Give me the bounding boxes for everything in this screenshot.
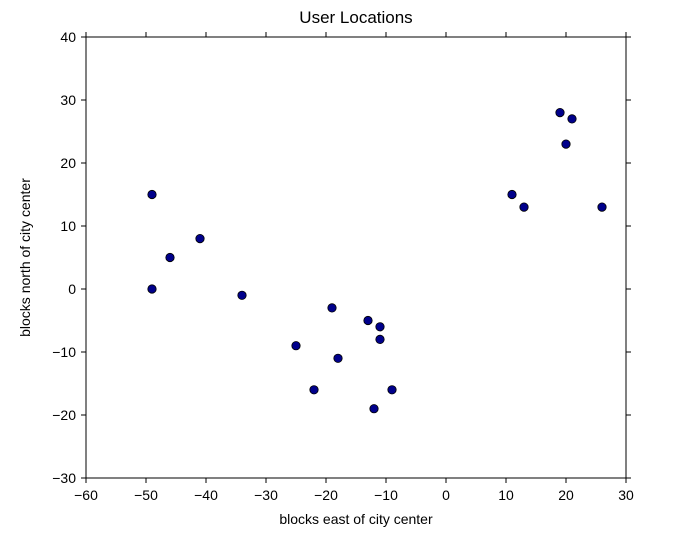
data-point [556,108,564,116]
chart-svg: −60 −50 −40 −30 −20 −10 0 10 20 30 −30 −20 −10 0 10 20 3… [0,0,691,544]
y-tick-label: −20 [52,407,76,423]
y-tick-label: 10 [60,218,76,234]
x-tick-label: 30 [618,487,634,503]
data-point [334,354,342,362]
x-axis-label: blocks east of city center [279,511,433,527]
data-point [328,304,336,312]
x-tick-label: 20 [558,487,574,503]
x-tick-label: 10 [498,487,514,503]
x-tick-label: −60 [74,487,98,503]
y-axis-label: blocks north of city center [17,178,33,337]
x-tick-label: 0 [442,487,450,503]
y-tick-label: −30 [52,470,76,486]
y-tick-label: −10 [52,344,76,360]
data-point [568,115,576,123]
x-tick-label: −20 [314,487,338,503]
data-point [376,323,384,331]
data-point [166,253,174,261]
data-point [196,234,204,242]
data-point [388,386,396,394]
data-point [508,190,516,198]
y-tick-label: 0 [68,281,76,297]
data-point [598,203,606,211]
x-tick-label: −50 [134,487,158,503]
data-point [148,285,156,293]
data-point [376,335,384,343]
y-tick-label: 40 [60,29,76,45]
x-tick-label: −40 [194,487,218,503]
data-point [520,203,528,211]
x-tick-label: −10 [374,487,398,503]
x-tick-label: −30 [254,487,278,503]
data-point [364,316,372,324]
chart-title: User Locations [299,8,412,27]
data-point [238,291,246,299]
data-point [292,342,300,350]
scatter-chart: −60 −50 −40 −30 −20 −10 0 10 20 30 −30 −20 −10 0 10 20 3… [0,0,691,544]
data-point [148,190,156,198]
data-point [310,386,318,394]
data-point [562,140,570,148]
data-point [370,405,378,413]
y-tick-label: 30 [60,92,76,108]
y-tick-label: 20 [60,155,76,171]
chart-bg [0,0,691,544]
